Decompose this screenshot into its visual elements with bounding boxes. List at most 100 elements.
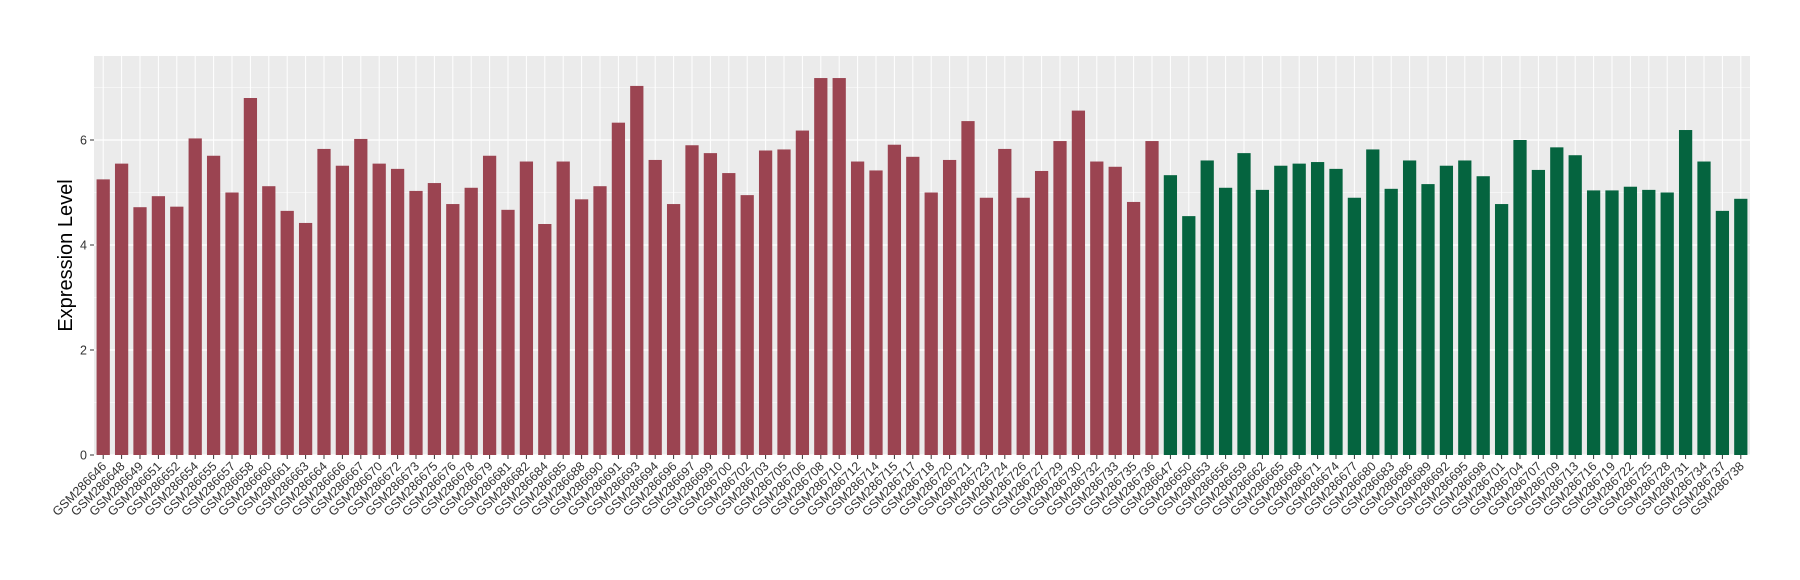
bar <box>1513 140 1527 455</box>
bar <box>1550 147 1564 455</box>
bar <box>1697 161 1711 455</box>
bar <box>1329 168 1343 455</box>
bar <box>1715 210 1730 455</box>
bar <box>740 195 754 455</box>
bar <box>942 159 957 455</box>
bar <box>1439 165 1454 455</box>
bar <box>630 85 644 456</box>
bar <box>1126 201 1141 455</box>
bar <box>96 179 110 455</box>
bar <box>648 159 662 455</box>
y-axis: 0 2 4 6 <box>80 134 94 463</box>
bar <box>1163 175 1178 456</box>
bar <box>979 197 994 455</box>
bar <box>1605 190 1619 455</box>
bar <box>1623 186 1638 455</box>
bar <box>1016 197 1030 455</box>
bar <box>1366 149 1380 455</box>
bar <box>1090 161 1104 455</box>
y-axis-title: Expression Level <box>55 179 77 331</box>
bar <box>1660 192 1674 455</box>
bar <box>262 186 276 455</box>
bar <box>1531 169 1546 456</box>
bar <box>795 130 810 456</box>
bar <box>887 144 902 455</box>
bar <box>1292 163 1306 455</box>
bar <box>1421 184 1435 455</box>
bar <box>390 168 405 455</box>
bar <box>869 170 883 455</box>
bar <box>574 199 589 455</box>
bar <box>1255 189 1270 455</box>
y-tick-label: 4 <box>80 239 87 253</box>
bar <box>1218 187 1233 455</box>
bar <box>1053 141 1067 456</box>
bar <box>722 173 736 455</box>
bar <box>151 196 166 456</box>
bar <box>777 149 791 455</box>
bar <box>170 206 184 455</box>
bar <box>1402 160 1417 455</box>
bar <box>998 148 1012 456</box>
bar <box>501 209 515 455</box>
bar <box>758 150 773 455</box>
bar <box>225 192 239 455</box>
bar <box>1458 160 1472 455</box>
bar <box>188 138 202 456</box>
bar <box>832 78 846 456</box>
bar <box>354 138 368 455</box>
x-axis: GSM286646GSM286648GSM286649GSM286651GSM2… <box>50 455 1747 519</box>
bar <box>961 121 975 455</box>
bar <box>906 156 920 456</box>
bar <box>593 186 607 455</box>
bar <box>1108 166 1122 455</box>
y-tick-label: 0 <box>80 449 87 463</box>
bar <box>1145 141 1159 456</box>
bar <box>685 145 699 455</box>
bars <box>96 78 1748 456</box>
bar <box>317 148 331 456</box>
bar <box>1034 170 1049 455</box>
bar <box>814 78 828 456</box>
plot-panel <box>94 56 1750 455</box>
bar <box>1568 155 1582 455</box>
bar <box>1182 216 1196 455</box>
bar <box>280 210 294 455</box>
bar <box>482 155 497 455</box>
bar <box>556 161 570 455</box>
bar <box>1071 110 1086 455</box>
bar <box>372 163 386 455</box>
bar <box>1237 153 1251 455</box>
bar <box>1384 188 1398 455</box>
bar <box>1476 176 1490 455</box>
bar <box>133 207 147 455</box>
bar <box>1310 162 1325 456</box>
bar <box>1586 190 1601 455</box>
bar <box>335 165 350 455</box>
bar <box>1274 165 1288 455</box>
bar <box>1734 198 1748 456</box>
bar <box>1642 189 1656 455</box>
bar <box>409 190 423 456</box>
bar <box>703 153 718 455</box>
bar <box>298 222 313 455</box>
bar <box>1678 130 1693 455</box>
y-tick-label: 6 <box>80 134 87 148</box>
bar <box>114 163 129 455</box>
bar <box>611 122 626 456</box>
bar <box>538 224 552 455</box>
bar <box>427 183 442 456</box>
bar <box>1347 197 1362 455</box>
bar <box>243 98 258 455</box>
bar <box>666 204 681 455</box>
bar <box>519 161 534 455</box>
bar <box>1200 160 1214 455</box>
bar <box>850 161 865 455</box>
bar <box>924 192 938 455</box>
bar <box>446 204 460 455</box>
y-tick-label: 2 <box>80 344 87 358</box>
bar <box>1494 204 1509 455</box>
bar <box>464 187 478 455</box>
bar <box>206 155 221 455</box>
